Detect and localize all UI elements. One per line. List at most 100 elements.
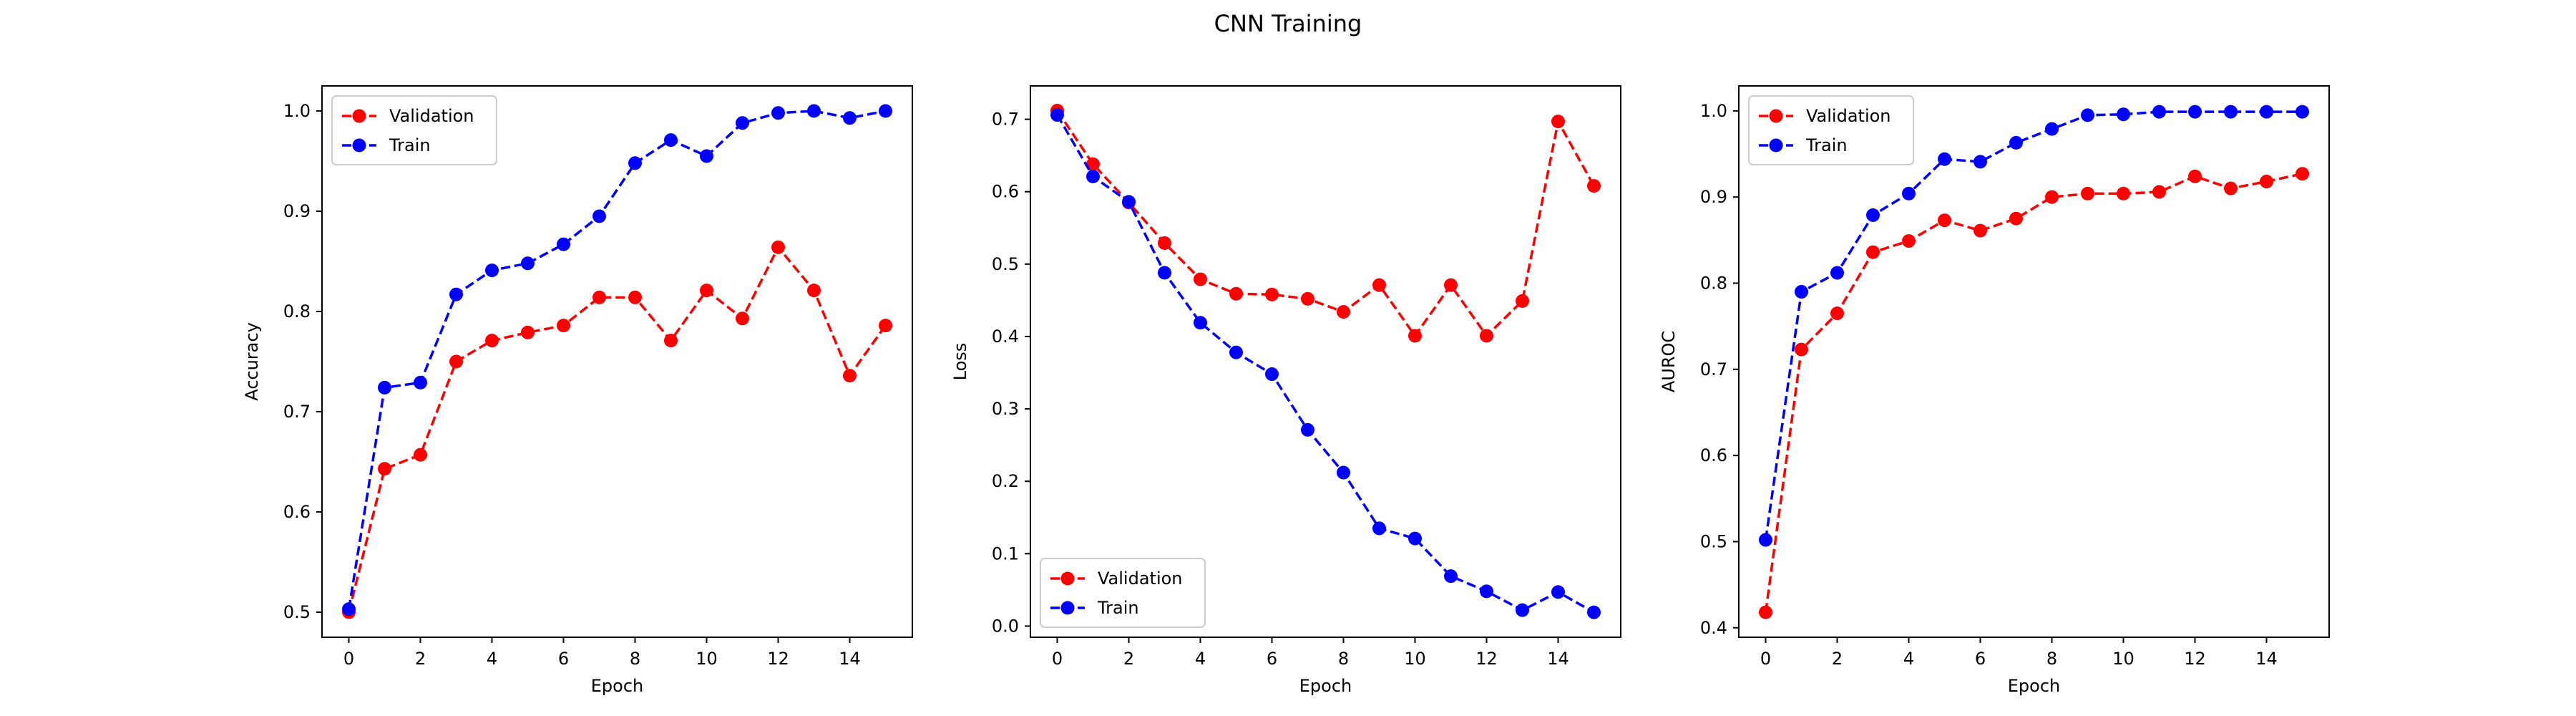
legend-entry-validation: Validation [1759,106,1891,126]
y-tick-label: 1.0 [1700,101,1727,121]
y-tick-label: 0.0 [992,616,1019,636]
data-point [2081,108,2094,122]
data-point [1050,108,1064,122]
data-point [1372,521,1386,536]
axes-frame [1030,85,1621,638]
data-point [1551,115,1565,129]
legend-box [1040,558,1206,628]
data-point [378,462,391,476]
legend: Validation Train [1748,95,1914,165]
data-point [378,380,391,395]
legend-entry-train: Train [1759,135,1848,155]
legend-entry-train: Train [1050,598,1139,618]
series-line [1055,114,1595,614]
data-point [1229,345,1243,359]
data-point [2045,190,2059,204]
data-point [1301,291,1314,306]
x-tick-label: 12 [1475,649,1498,669]
data-point [628,290,642,304]
data-point [1408,531,1422,546]
data-point [2117,107,2130,122]
data-point [557,319,570,333]
data-point [1337,465,1350,480]
data-point [2260,105,2273,119]
x-axis-label: Epoch [2008,676,2061,696]
data-point [2296,167,2309,181]
data-point [1194,316,1207,330]
data-point [557,237,570,251]
data-point [1516,603,1529,617]
series-line [347,245,887,613]
x-tick-label: 6 [558,649,569,669]
figure-title: CNN Training [1214,10,1362,37]
y-axis-label: Accuracy [242,322,262,401]
data-point [2188,169,2202,183]
x-tick-label: 8 [630,649,640,669]
data-point [1086,157,1100,171]
y-tick-label: 0.6 [1700,445,1727,465]
subplots: 0 2 4 6 8 10 12 14 0.5 0.6 0.7 0.8 0.9 1.0 Epoch Accura… [242,85,2330,696]
data-point [843,111,857,125]
data-point [1480,584,1493,599]
legend-marker [352,109,366,123]
x-tick-label: 2 [415,649,426,669]
data-point [342,602,356,616]
data-point [449,354,463,369]
data-point [414,375,427,390]
y-tick-label: 0.1 [992,543,1019,563]
data-point [879,319,892,333]
y-tick-label: 0.8 [283,301,311,321]
legend-box [331,95,497,165]
legend: Validation Train [331,95,497,165]
legend-marker [1769,109,1783,123]
data-point [2152,105,2166,119]
x-tick-label: 4 [1903,649,1914,669]
x-tick-label: 6 [1975,649,1986,669]
x-tick-label: 6 [1267,649,1277,669]
legend-marker [1769,138,1783,153]
y-tick-label: 1.0 [283,101,311,121]
data-point [521,256,535,271]
legend-marker [1060,571,1075,586]
data-point [1938,152,1951,166]
data-point [2152,185,2166,199]
data-point [1444,278,1458,292]
data-point [736,311,749,326]
x-tick-label: 12 [2184,649,2206,669]
data-point [2296,105,2309,119]
data-point [879,104,892,118]
series-line [1764,110,2303,541]
subplot-accuracy: 0 2 4 6 8 10 12 14 0.5 0.6 0.7 0.8 0.9 1.0 Epoch Accura… [242,85,913,696]
data-point [1974,155,1987,169]
data-point [2009,211,2023,226]
data-point [628,156,642,170]
y-tick-label: 0.8 [1700,274,1727,294]
data-point [1337,305,1350,319]
y-tick-label: 0.7 [1700,359,1727,379]
data-point [1444,569,1458,584]
series-line [1056,110,1596,339]
data-point [736,116,749,130]
data-point [2081,186,2094,200]
legend-marker [1060,601,1075,615]
data-point [807,104,821,118]
legend-label: Train [1805,135,1848,155]
series-validation [1759,167,2309,619]
legend-box [1748,95,1914,165]
y-axis-label: Loss [950,343,970,381]
legend-label: Validation [1806,106,1891,126]
x-tick-label: 2 [1123,649,1134,669]
data-point [1229,286,1243,301]
y-tick-label: 0.2 [992,471,1019,491]
x-tick-label: 10 [2112,649,2135,669]
subplot-loss: 0 2 4 6 8 10 12 14 0.0 0.1 0.2 0.3 0.4 0.5 0.6 0.7 Epoch… [950,85,1621,696]
data-point [771,240,785,254]
x-tick-label: 14 [839,649,861,669]
data-point [1938,213,1951,228]
data-point [1158,236,1171,251]
legend-label: Validation [1098,569,1183,589]
data-point [1516,294,1529,308]
data-point [2260,175,2273,189]
data-point [1866,208,1880,222]
